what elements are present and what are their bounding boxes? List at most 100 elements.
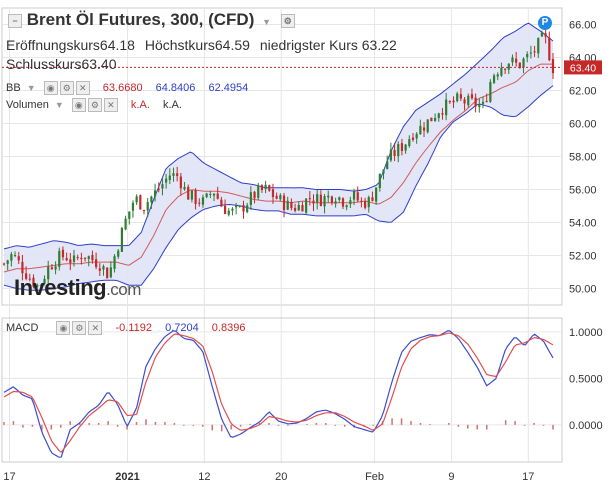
candle-body	[286, 200, 289, 210]
candle-body	[437, 113, 440, 119]
candle-body	[356, 192, 359, 201]
x-tick-label: 2021	[115, 471, 139, 483]
close-icon[interactable]: ✕	[103, 98, 118, 112]
logo-brand: Investing	[14, 275, 107, 300]
candle-body	[345, 205, 348, 208]
candle-body	[275, 195, 278, 199]
collapse-icon[interactable]: −	[8, 13, 22, 28]
candle-body	[338, 197, 341, 200]
bb-lower-value: 62.4954	[208, 81, 249, 94]
candle-body	[128, 211, 131, 219]
candle-body	[367, 197, 370, 208]
candle-body	[378, 173, 381, 189]
price-tick-label: 66.00	[569, 20, 597, 32]
candle-body	[330, 196, 334, 203]
eye-icon[interactable]: ◉	[43, 81, 58, 95]
chart-title: Brent Öl Futures, 300, (CFD)	[26, 10, 255, 29]
candle-body	[13, 255, 17, 257]
signal-line	[3, 332, 554, 454]
macd-grid	[1, 317, 563, 463]
candle-body	[297, 205, 300, 211]
chevron-down-icon[interactable]: ▼	[54, 99, 64, 110]
gear-icon[interactable]: ⚙	[72, 321, 87, 335]
axes: 50.0052.0054.0056.0058.0060.0062.0064.00…	[2, 20, 603, 483]
candle-body	[227, 210, 230, 215]
candle-body	[496, 74, 499, 77]
candle-body	[411, 137, 415, 140]
macd-legend-row[interactable]: MACD ◉ ⚙ ✕ -0.1192 0.7204 0.8396	[6, 321, 245, 335]
close-icon[interactable]: ✕	[88, 321, 103, 335]
candle-body	[201, 197, 205, 205]
bb-legend-row[interactable]: BB ▼ ◉ ⚙ ✕ 63.6680 64.8406 62.4954	[6, 81, 248, 95]
candle-body	[319, 194, 322, 206]
open-label: Eröffnungskurs	[6, 37, 100, 53]
candle-body	[485, 100, 488, 102]
macd-tick-label: 0.5000	[569, 373, 603, 385]
chart-title-row: − Brent Öl Futures, 300, (CFD) ▼ ⚙	[6, 10, 295, 30]
chevron-down-icon[interactable]: ▼	[26, 82, 36, 93]
low-label: niedrigster Kurs	[259, 37, 358, 53]
candle-body	[268, 185, 271, 191]
candle-body	[142, 209, 146, 211]
candle-body	[157, 188, 160, 190]
candle-body	[253, 191, 256, 199]
candle-body	[95, 259, 98, 268]
ohlc-row-2: Schlusskurs63.40	[6, 56, 117, 72]
volume-legend-row[interactable]: Volumen ▼ ◉ ⚙ ✕ k.A. k.A.	[6, 98, 182, 112]
candle-body	[551, 58, 555, 74]
candle-body	[58, 250, 61, 267]
last-price-tag	[564, 60, 602, 75]
candle-body	[249, 192, 252, 205]
volume-value-1: k.A.	[130, 98, 150, 111]
macd-tick-label: 0.0000	[569, 420, 603, 432]
high-label: Höchstkurs	[144, 37, 215, 53]
gear-icon[interactable]: ⚙	[87, 98, 102, 112]
candle-body	[293, 208, 297, 211]
candle-body	[223, 205, 227, 214]
settings-gear-icon[interactable]: ⚙	[280, 13, 295, 28]
candle-body	[400, 143, 404, 151]
candle-body	[235, 205, 238, 208]
gear-icon[interactable]: ⚙	[59, 81, 74, 95]
candle-body	[316, 194, 319, 203]
close-label: Schlusskurs	[6, 56, 82, 72]
candle-body	[72, 255, 76, 262]
candle-body	[139, 195, 142, 210]
candle-body	[301, 205, 304, 212]
price-tick-label: 56.00	[569, 185, 597, 197]
macd-frame	[1, 317, 563, 463]
price-tick-label: 52.00	[569, 251, 597, 263]
candle-body	[2, 263, 6, 265]
candle-body	[168, 175, 171, 180]
candle-body	[28, 278, 31, 280]
candle-body	[386, 161, 389, 169]
candle-body	[467, 95, 470, 106]
eye-icon[interactable]: ◉	[56, 321, 71, 335]
candle-body	[305, 198, 308, 213]
candle-body	[492, 75, 496, 83]
candle-body	[271, 189, 275, 198]
ohlc-row: Eröffnungskurs64.18 Höchstkurs64.59 nied…	[6, 37, 397, 53]
x-tick-label: 20	[275, 471, 287, 483]
volume-label: Volumen	[6, 98, 49, 111]
candle-body	[83, 257, 87, 259]
candle-body	[124, 218, 127, 230]
candle-body	[360, 200, 363, 202]
candle-body	[32, 277, 35, 287]
candle-body	[334, 201, 337, 204]
candle-body	[537, 38, 540, 54]
candle-body	[187, 186, 190, 200]
x-tick-label: Feb	[365, 471, 384, 483]
candle-body	[456, 93, 459, 102]
eye-icon[interactable]: ◉	[71, 98, 86, 112]
price-tick-label: 50.00	[569, 284, 597, 296]
candle-body	[21, 261, 24, 274]
candle-body	[47, 266, 50, 280]
candle-body	[238, 205, 241, 207]
chevron-down-icon[interactable]: ▼	[262, 17, 272, 27]
close-icon[interactable]: ✕	[75, 81, 90, 95]
candle-body	[205, 193, 208, 198]
candle-body	[507, 63, 510, 70]
price-marker-badge[interactable]: P	[538, 16, 552, 30]
